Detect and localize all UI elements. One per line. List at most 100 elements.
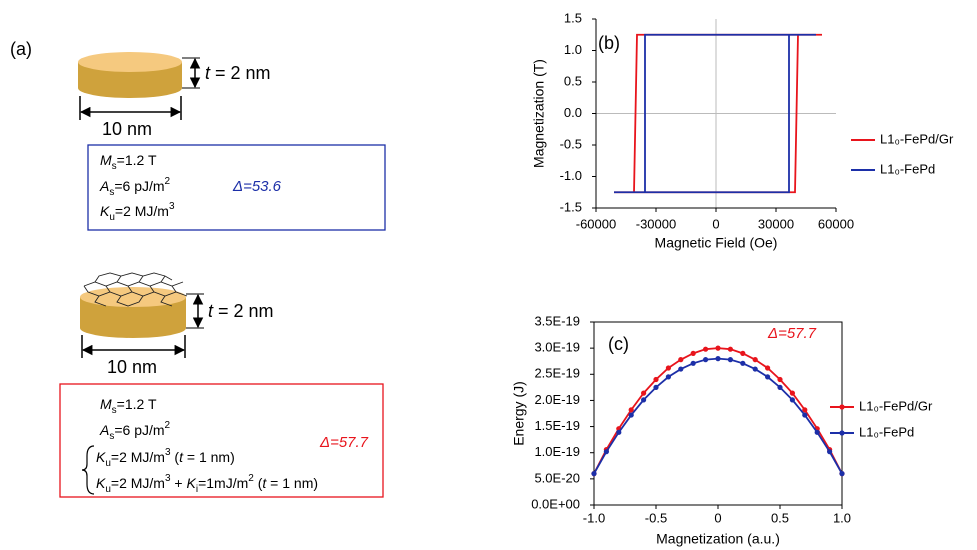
- point: [765, 374, 771, 380]
- point: [752, 366, 758, 372]
- text: u: [105, 458, 111, 469]
- point: [727, 346, 734, 352]
- panel-label: (a): [10, 39, 32, 59]
- annotation: Δ=57.7: [767, 325, 817, 342]
- width-label: 10 nm: [102, 119, 152, 139]
- y-tick-label: 5.0E-20: [534, 470, 580, 485]
- y-tick-label: -0.5: [560, 136, 582, 151]
- point: [715, 345, 721, 351]
- point: [802, 407, 808, 413]
- text: =6 pJ/m: [114, 422, 164, 438]
- y-tick-label: -1.5: [560, 199, 582, 214]
- text: +: [171, 475, 187, 491]
- point: [703, 346, 709, 352]
- point: [740, 350, 746, 356]
- y-tick-label: 0.0E+00: [531, 496, 580, 511]
- text: = 1 nm): [183, 449, 235, 465]
- text: K: [96, 449, 106, 465]
- text: u: [109, 212, 115, 223]
- y-tick-label: 1.0E-19: [534, 444, 580, 459]
- point: [814, 429, 820, 435]
- x-tick-label: 0.5: [771, 510, 789, 525]
- y-tick-label: -1.0: [560, 168, 582, 183]
- text: = 2 nm: [210, 63, 271, 83]
- point: [653, 384, 659, 390]
- text: 2: [165, 176, 171, 187]
- point: [641, 390, 647, 396]
- param-box: [59, 383, 384, 498]
- x-tick-label: 30000: [758, 216, 794, 231]
- text: =2 MJ/m: [115, 203, 169, 219]
- point: [665, 374, 672, 380]
- point: [789, 390, 796, 396]
- x-tick-label: -30000: [636, 216, 676, 231]
- point: [839, 471, 845, 477]
- param-box: [87, 144, 386, 231]
- y-tick-label: 3.5E-19: [534, 313, 580, 328]
- point: [765, 365, 771, 371]
- y-tick-label: 1.5E-19: [534, 418, 580, 433]
- point: [641, 397, 647, 403]
- legend-label: L1₀-FePd/Gr: [880, 131, 954, 146]
- point: [727, 357, 734, 363]
- text: A: [99, 422, 109, 438]
- point: [591, 471, 597, 477]
- text: =1.2 T: [117, 152, 157, 168]
- delta: Δ=57.7: [319, 434, 369, 451]
- legend-marker: [839, 430, 845, 436]
- text: u: [105, 484, 111, 495]
- point: [690, 360, 696, 366]
- text: t: [262, 475, 267, 491]
- point: [603, 449, 610, 455]
- text: 3: [165, 447, 171, 458]
- param: Ku=2 MJ/m3 (t = 1 nm): [96, 447, 235, 469]
- y-tick-label: 1.5: [564, 10, 582, 25]
- series-line: [614, 33, 816, 194]
- text: = 1 nm): [266, 475, 318, 491]
- point: [678, 357, 684, 363]
- text: A: [99, 178, 109, 194]
- legend-label: L1₀-FePd/Gr: [859, 398, 933, 413]
- text: t: [205, 63, 211, 83]
- point: [740, 360, 746, 366]
- point: [616, 429, 622, 435]
- text: 3: [165, 473, 171, 484]
- param: As=6 pJ/m2: [99, 176, 171, 198]
- param: Ku=2 MJ/m3 + Ki=1mJ/m2 (t = 1 nm): [96, 473, 318, 495]
- param: Ku=2 MJ/m3: [100, 201, 175, 223]
- brace: [81, 445, 95, 495]
- text: =2 MJ/m: [111, 449, 165, 465]
- text: M: [100, 152, 112, 168]
- text: =1.2 T: [117, 396, 157, 412]
- text: =2 MJ/m: [111, 475, 165, 491]
- legend-label: L1₀-FePd: [880, 161, 935, 176]
- point: [777, 376, 783, 383]
- point: [802, 412, 808, 418]
- text: i: [196, 484, 198, 495]
- text: K: [96, 475, 106, 491]
- text: s: [112, 161, 117, 172]
- text: t: [208, 301, 214, 321]
- width-label: 10 nm: [107, 357, 157, 377]
- text: = 2 nm: [213, 301, 274, 321]
- y-tick-label: 3.0E-19: [534, 340, 580, 355]
- point: [777, 384, 783, 390]
- disk: [80, 272, 204, 358]
- point: [703, 357, 709, 363]
- point: [690, 350, 696, 356]
- point: [665, 365, 672, 371]
- thickness-label: t = 2 nm: [208, 301, 274, 321]
- text: K: [100, 203, 110, 219]
- text: 2: [248, 473, 254, 484]
- y-tick-label: 0.5: [564, 73, 582, 88]
- x-tick-label: -60000: [576, 216, 616, 231]
- text: =1mJ/m: [198, 475, 248, 491]
- text: (: [171, 449, 180, 465]
- disk: [78, 52, 201, 120]
- text: 3: [169, 201, 175, 212]
- delta: Δ=53.6: [232, 178, 282, 195]
- point: [789, 397, 796, 403]
- x-tick-label: 0: [714, 510, 721, 525]
- param: As=6 pJ/m2: [99, 420, 171, 442]
